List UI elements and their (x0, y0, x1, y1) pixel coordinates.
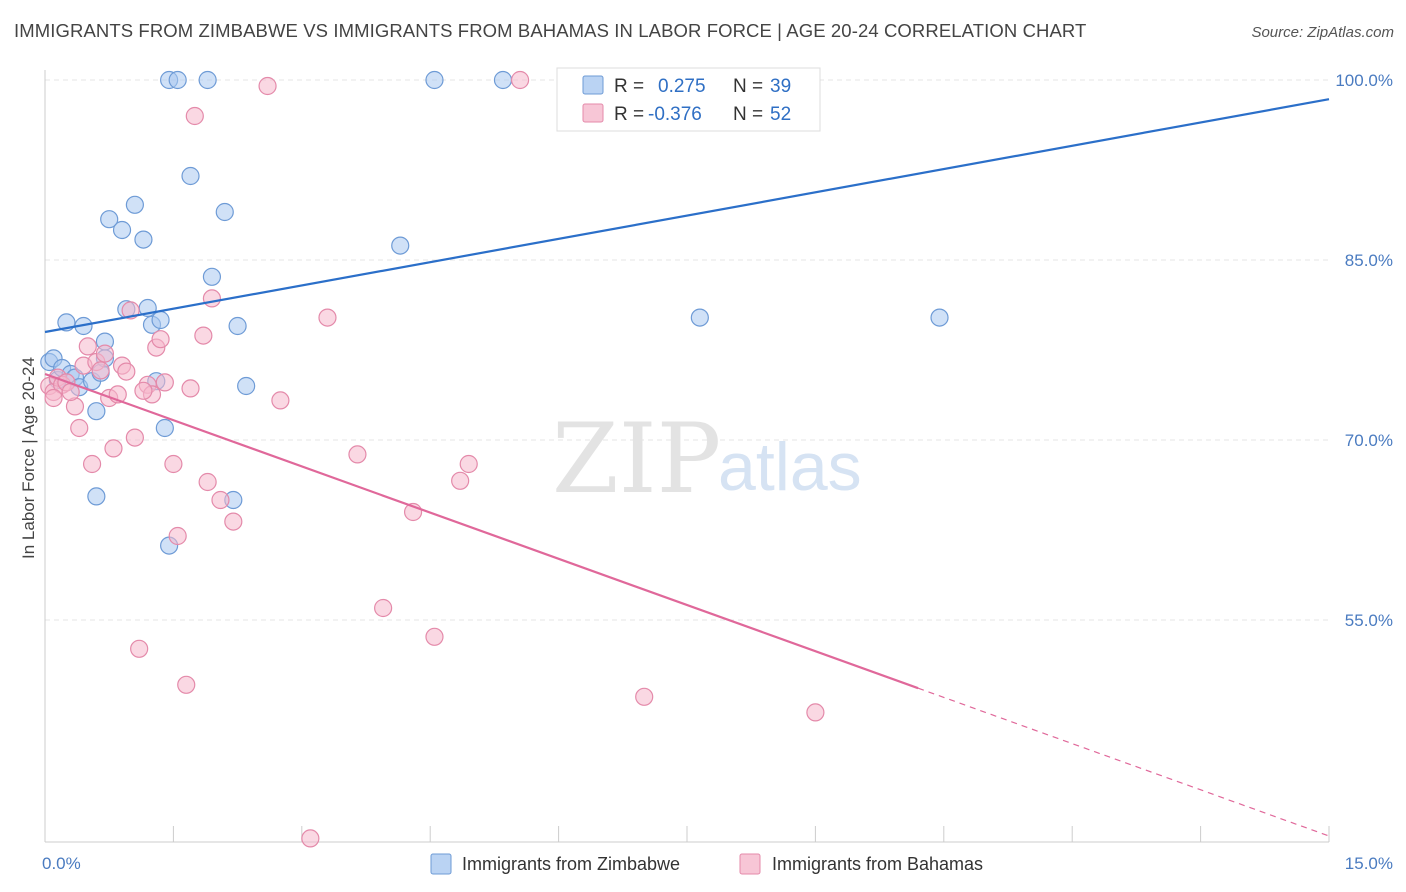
x-tick-label: 0.0% (42, 854, 81, 873)
data-point (82, 454, 102, 474)
data-point (185, 106, 204, 126)
y-tick-label: 55.0% (1345, 611, 1393, 630)
data-point (181, 379, 200, 398)
data-point (258, 76, 277, 96)
data-point (112, 220, 132, 240)
legend-r-label-zimbabwe: R = (614, 76, 644, 97)
data-point (155, 418, 174, 438)
data-point (130, 639, 149, 658)
bottom-legend-swatch-zimbabwe (430, 853, 452, 875)
legend-n-value-bahamas: 52 (770, 104, 791, 125)
data-point (117, 362, 136, 381)
watermark-atlas: atlas (718, 429, 862, 505)
data-point (215, 202, 234, 222)
legend-swatch-zimbabwe (582, 75, 604, 95)
data-point (134, 230, 153, 249)
bottom-legend-swatch-bahamas (739, 853, 761, 875)
data-point (78, 337, 97, 356)
data-point (125, 195, 144, 214)
data-point (44, 388, 63, 408)
axes-layer (44, 70, 1330, 843)
data-point (181, 166, 200, 186)
data-point (425, 627, 444, 646)
legend-r-label-bahamas: R = (614, 104, 644, 125)
data-point (806, 703, 825, 722)
legend-n-value-zimbabwe: 39 (770, 76, 791, 97)
trend-line-dashed-bahamas (917, 687, 1330, 837)
data-point (91, 361, 110, 380)
data-point (100, 210, 119, 229)
series-legend: Immigrants from Zimbabwe Immigrants from… (430, 853, 983, 875)
data-point (168, 70, 187, 90)
data-point (301, 829, 320, 848)
data-point (87, 487, 106, 506)
y-tick-label: 85.0% (1345, 251, 1393, 270)
watermark: ZIP atlas (552, 403, 862, 515)
x-tick-label: 15.0% (1345, 854, 1393, 873)
data-point (635, 687, 654, 706)
legend-r-value-zimbabwe: 0.275 (658, 76, 706, 97)
y-axis-label: In Labor Force | Age 20-24 (19, 357, 38, 559)
data-point (198, 70, 217, 90)
data-point (237, 376, 256, 396)
correlation-legend: R = 0.275 N = 39 R = -0.376 N = 52 (556, 67, 821, 132)
legend-n-label-bahamas: N = (733, 104, 763, 125)
data-point (211, 490, 230, 510)
data-point (348, 445, 367, 464)
watermark-zip: ZIP (552, 403, 721, 515)
data-point (930, 308, 949, 327)
data-point (104, 439, 123, 458)
data-point (151, 310, 170, 330)
data-point (168, 526, 187, 546)
data-point (374, 598, 393, 618)
data-point (318, 308, 337, 327)
chart-source: Source: ZipAtlas.com (1251, 24, 1394, 41)
legend-swatch-bahamas (582, 103, 604, 123)
data-point (425, 70, 444, 90)
trend-line-zimbabwe (44, 98, 1330, 334)
data-point (198, 472, 217, 492)
ticks-layer: 55.0% 70.0% 85.0% 100.0% 0.0% 15.0% (42, 71, 1393, 873)
data-point (177, 675, 196, 694)
data-point (194, 326, 213, 345)
data-point (459, 454, 478, 474)
data-point (202, 267, 222, 286)
chart-title: IMMIGRANTS FROM ZIMBABWE VS IMMIGRANTS F… (14, 20, 1087, 41)
trend-line-bahamas (44, 372, 919, 690)
data-point (155, 373, 174, 392)
series-points-bahamas (40, 70, 825, 848)
data-point (228, 316, 247, 336)
bottom-legend-label-bahamas: Immigrants from Bahamas (772, 854, 983, 874)
grid-layer (45, 79, 1329, 621)
points-layer (40, 70, 949, 848)
data-point (70, 418, 89, 438)
legend-n-label-zimbabwe: N = (733, 76, 763, 97)
data-point (224, 512, 243, 531)
data-point (134, 381, 153, 400)
data-point (271, 391, 290, 410)
data-point (202, 289, 222, 308)
data-point (690, 308, 709, 327)
data-point (451, 471, 470, 490)
trend-layer (44, 98, 1330, 837)
data-point (493, 70, 513, 90)
data-point (151, 330, 170, 349)
y-tick-label: 100.0% (1335, 71, 1393, 90)
data-point (164, 454, 183, 474)
y-tick-label: 70.0% (1345, 431, 1393, 450)
data-point (510, 70, 530, 90)
data-point (87, 402, 106, 421)
bottom-legend-label-zimbabwe: Immigrants from Zimbabwe (462, 854, 680, 874)
legend-r-value-bahamas: -0.376 (648, 104, 702, 125)
data-point (391, 236, 410, 255)
data-point (95, 344, 115, 363)
data-point (125, 428, 144, 447)
